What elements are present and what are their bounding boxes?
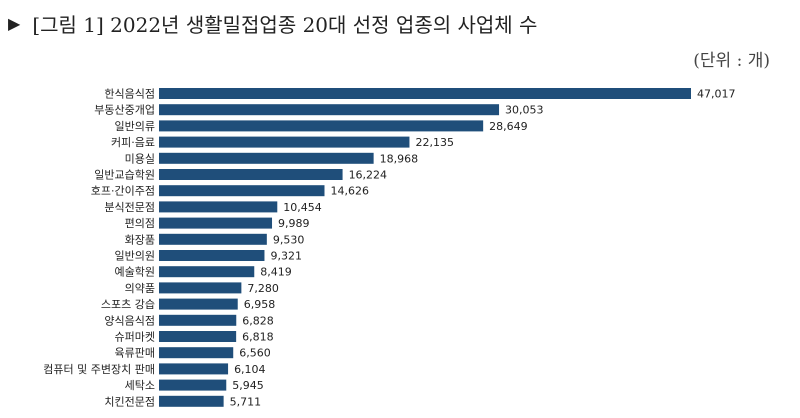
value-label: 18,968 <box>380 152 419 165</box>
value-label: 47,017 <box>697 88 736 101</box>
category-label: 치킨전문점 <box>104 395 155 408</box>
bar <box>159 347 234 359</box>
value-label: 7,280 <box>247 282 278 295</box>
value-label: 9,989 <box>278 217 310 230</box>
triangle-marker-icon: ▶ <box>8 13 21 33</box>
category-label: 의약품 <box>125 281 155 295</box>
bar <box>159 298 238 310</box>
value-label: 9,321 <box>270 250 302 263</box>
bar <box>159 136 410 148</box>
bar <box>159 331 237 342</box>
value-label: 9,530 <box>273 233 305 246</box>
category-label: 화장품 <box>125 233 155 246</box>
bar <box>159 201 278 213</box>
bar <box>159 395 224 407</box>
value-label: 5,945 <box>232 379 264 392</box>
chart-title: ▶ [그림 1] 2022년 생활밀접업종 20대 선정 업종의 사업체 수 <box>8 8 537 38</box>
category-label: 일반교습학원 <box>94 168 155 182</box>
category-label: 호프·간이주점 <box>91 185 155 198</box>
bar <box>159 379 227 391</box>
category-label: 한식음식점 <box>104 88 155 101</box>
value-label: 22,135 <box>415 136 454 149</box>
bar <box>159 185 325 197</box>
bar <box>159 169 343 180</box>
category-label: 미용실 <box>125 152 155 165</box>
category-label: 일반의류 <box>115 119 155 133</box>
value-label: 14,626 <box>330 185 369 198</box>
bar <box>159 104 500 116</box>
category-label: 예술학원 <box>115 266 155 279</box>
category-label: 편의점 <box>125 217 155 230</box>
category-label: 일반의원 <box>115 249 155 263</box>
category-label: 육류판매 <box>115 347 155 360</box>
bar <box>159 282 242 294</box>
bar <box>159 120 484 132</box>
value-label: 8,419 <box>260 266 292 279</box>
chart-title-text: [그림 1] 2022년 생활밀접업종 20대 선정 업종의 사업체 수 <box>32 12 538 37</box>
value-label: 6,560 <box>239 347 271 360</box>
bar <box>159 233 267 245</box>
category-label: 세탁소 <box>125 379 155 392</box>
value-label: 30,053 <box>505 104 544 117</box>
bar <box>159 266 255 278</box>
bar <box>159 88 691 99</box>
category-label: 슈퍼마켓 <box>115 331 155 344</box>
category-label: 컴퓨터 및 주변장치 판매 <box>43 363 155 376</box>
bar <box>159 314 237 326</box>
value-label: 16,224 <box>349 169 388 182</box>
category-label: 커피·음료 <box>111 136 155 149</box>
category-label: 양식음식점 <box>104 314 155 327</box>
value-label: 6,828 <box>242 314 274 327</box>
unit-label: (단위 : 개) <box>693 51 770 71</box>
value-label: 28,649 <box>489 120 528 133</box>
category-label: 부동산중개업 <box>94 104 155 117</box>
bar <box>159 363 229 375</box>
value-label: 6,104 <box>234 363 266 376</box>
category-label: 분식전문점 <box>104 201 155 214</box>
bar <box>159 152 374 164</box>
value-label: 10,454 <box>283 201 322 214</box>
value-label: 6,818 <box>242 331 274 344</box>
bar <box>159 217 273 229</box>
value-label: 6,958 <box>244 298 276 311</box>
value-label: 5,711 <box>230 395 262 408</box>
category-label: 스포츠 강습 <box>101 298 155 311</box>
bar <box>159 250 265 261</box>
